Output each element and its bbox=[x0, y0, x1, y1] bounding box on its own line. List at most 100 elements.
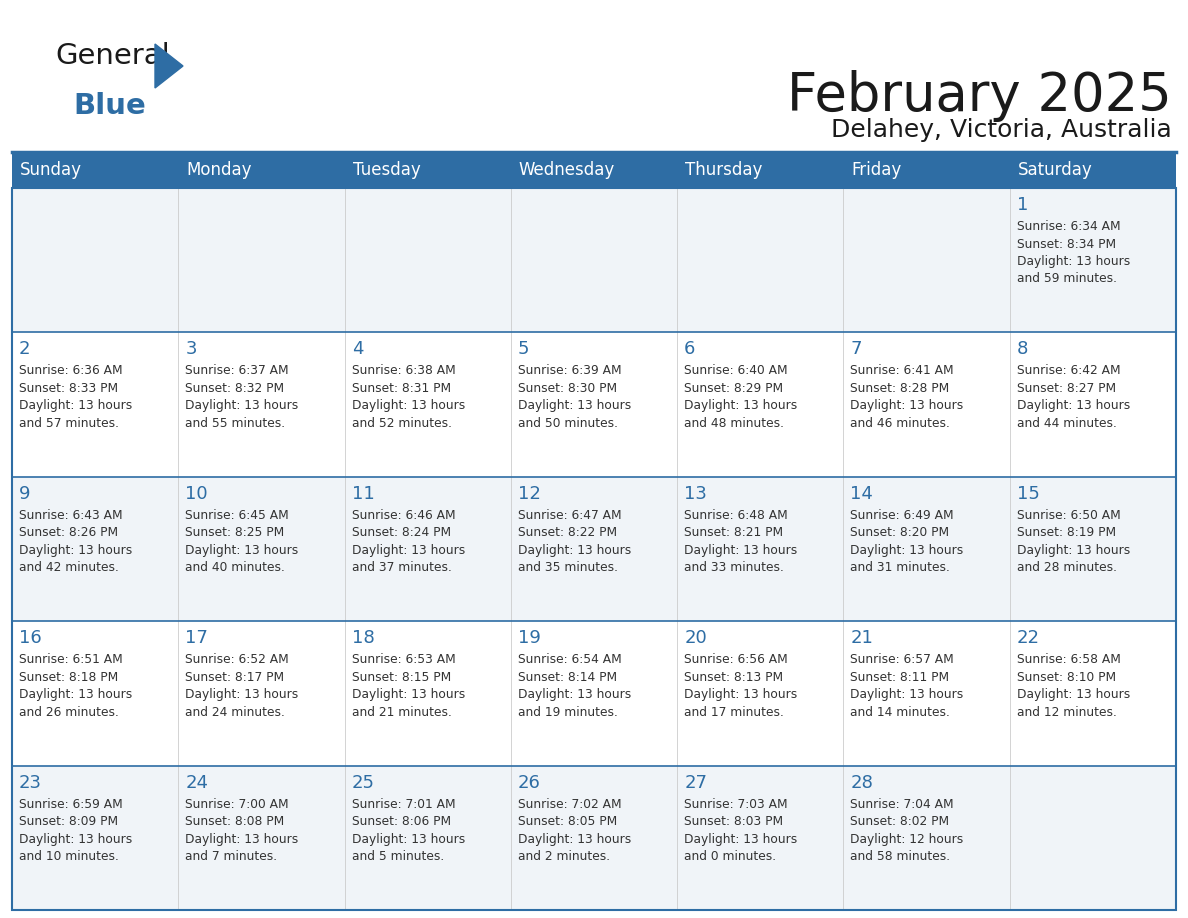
Text: General: General bbox=[55, 42, 170, 70]
Bar bbox=[511, 476, 677, 621]
Text: Sunrise: 6:34 AM: Sunrise: 6:34 AM bbox=[1017, 220, 1120, 233]
Text: 12: 12 bbox=[518, 485, 541, 503]
Text: Sunrise: 6:59 AM: Sunrise: 6:59 AM bbox=[19, 798, 122, 811]
Text: Sunset: 8:32 PM: Sunset: 8:32 PM bbox=[185, 382, 284, 395]
Bar bbox=[843, 621, 1010, 766]
Text: Daylight: 13 hours: Daylight: 13 hours bbox=[352, 543, 465, 557]
Text: Daylight: 13 hours: Daylight: 13 hours bbox=[19, 399, 132, 412]
Text: and 26 minutes.: and 26 minutes. bbox=[19, 706, 119, 719]
Text: Daylight: 13 hours: Daylight: 13 hours bbox=[185, 833, 298, 845]
Text: and 57 minutes.: and 57 minutes. bbox=[19, 417, 119, 430]
Text: Daylight: 13 hours: Daylight: 13 hours bbox=[518, 833, 631, 845]
Text: Friday: Friday bbox=[852, 161, 902, 179]
Text: Daylight: 13 hours: Daylight: 13 hours bbox=[684, 833, 797, 845]
Text: Sunset: 8:09 PM: Sunset: 8:09 PM bbox=[19, 815, 118, 828]
Bar bbox=[1010, 332, 1176, 476]
Text: and 37 minutes.: and 37 minutes. bbox=[352, 561, 451, 575]
Text: 1: 1 bbox=[1017, 196, 1028, 214]
Text: Sunrise: 6:37 AM: Sunrise: 6:37 AM bbox=[185, 364, 289, 377]
Text: Sunrise: 6:42 AM: Sunrise: 6:42 AM bbox=[1017, 364, 1120, 377]
Bar bbox=[178, 621, 345, 766]
Text: Sunset: 8:03 PM: Sunset: 8:03 PM bbox=[684, 815, 783, 828]
Text: Sunset: 8:21 PM: Sunset: 8:21 PM bbox=[684, 526, 783, 539]
Text: Sunrise: 7:02 AM: Sunrise: 7:02 AM bbox=[518, 798, 621, 811]
Bar bbox=[12, 152, 178, 188]
Bar bbox=[1010, 188, 1176, 332]
Text: Daylight: 13 hours: Daylight: 13 hours bbox=[1017, 255, 1130, 268]
Bar bbox=[511, 766, 677, 910]
Text: Daylight: 13 hours: Daylight: 13 hours bbox=[19, 688, 132, 701]
Text: Sunrise: 7:01 AM: Sunrise: 7:01 AM bbox=[352, 798, 455, 811]
Text: 7: 7 bbox=[851, 341, 862, 358]
Text: Daylight: 13 hours: Daylight: 13 hours bbox=[19, 543, 132, 557]
Text: Sunrise: 7:04 AM: Sunrise: 7:04 AM bbox=[851, 798, 954, 811]
Bar bbox=[843, 332, 1010, 476]
Bar bbox=[12, 332, 178, 476]
Bar bbox=[178, 188, 345, 332]
Text: 20: 20 bbox=[684, 629, 707, 647]
Bar bbox=[843, 476, 1010, 621]
Text: 19: 19 bbox=[518, 629, 541, 647]
Text: Daylight: 13 hours: Daylight: 13 hours bbox=[352, 688, 465, 701]
Text: 15: 15 bbox=[1017, 485, 1040, 503]
Text: Daylight: 13 hours: Daylight: 13 hours bbox=[518, 543, 631, 557]
Bar bbox=[677, 476, 843, 621]
Text: Sunset: 8:20 PM: Sunset: 8:20 PM bbox=[851, 526, 949, 539]
Text: Sunset: 8:02 PM: Sunset: 8:02 PM bbox=[851, 815, 949, 828]
Text: and 14 minutes.: and 14 minutes. bbox=[851, 706, 950, 719]
Text: and 48 minutes.: and 48 minutes. bbox=[684, 417, 784, 430]
Text: 26: 26 bbox=[518, 774, 541, 791]
Text: Monday: Monday bbox=[187, 161, 252, 179]
Text: 11: 11 bbox=[352, 485, 374, 503]
Text: Daylight: 13 hours: Daylight: 13 hours bbox=[851, 543, 963, 557]
Text: Sunrise: 6:47 AM: Sunrise: 6:47 AM bbox=[518, 509, 621, 521]
Bar bbox=[12, 188, 1176, 910]
Bar bbox=[345, 152, 511, 188]
Bar bbox=[511, 332, 677, 476]
Text: and 42 minutes.: and 42 minutes. bbox=[19, 561, 119, 575]
Text: Sunday: Sunday bbox=[20, 161, 82, 179]
Bar bbox=[511, 188, 677, 332]
Bar bbox=[677, 332, 843, 476]
Text: Sunrise: 6:38 AM: Sunrise: 6:38 AM bbox=[352, 364, 455, 377]
Text: Sunrise: 6:40 AM: Sunrise: 6:40 AM bbox=[684, 364, 788, 377]
Text: Wednesday: Wednesday bbox=[519, 161, 615, 179]
Bar bbox=[178, 766, 345, 910]
Text: and 58 minutes.: and 58 minutes. bbox=[851, 850, 950, 863]
Text: 17: 17 bbox=[185, 629, 208, 647]
Text: Sunset: 8:30 PM: Sunset: 8:30 PM bbox=[518, 382, 617, 395]
Bar bbox=[178, 152, 345, 188]
Text: 28: 28 bbox=[851, 774, 873, 791]
Text: 21: 21 bbox=[851, 629, 873, 647]
Text: Sunset: 8:15 PM: Sunset: 8:15 PM bbox=[352, 671, 450, 684]
Text: Sunset: 8:31 PM: Sunset: 8:31 PM bbox=[352, 382, 450, 395]
Text: Daylight: 13 hours: Daylight: 13 hours bbox=[185, 688, 298, 701]
Text: Daylight: 13 hours: Daylight: 13 hours bbox=[352, 399, 465, 412]
Bar bbox=[1010, 152, 1176, 188]
Text: 24: 24 bbox=[185, 774, 208, 791]
Text: Sunrise: 7:03 AM: Sunrise: 7:03 AM bbox=[684, 798, 788, 811]
Text: Daylight: 13 hours: Daylight: 13 hours bbox=[185, 543, 298, 557]
Text: Sunset: 8:22 PM: Sunset: 8:22 PM bbox=[518, 526, 617, 539]
Bar bbox=[511, 152, 677, 188]
Text: and 46 minutes.: and 46 minutes. bbox=[851, 417, 950, 430]
Text: Daylight: 12 hours: Daylight: 12 hours bbox=[851, 833, 963, 845]
Text: Sunrise: 6:39 AM: Sunrise: 6:39 AM bbox=[518, 364, 621, 377]
Text: Daylight: 13 hours: Daylight: 13 hours bbox=[352, 833, 465, 845]
Text: Daylight: 13 hours: Daylight: 13 hours bbox=[684, 543, 797, 557]
Text: Sunset: 8:24 PM: Sunset: 8:24 PM bbox=[352, 526, 450, 539]
Text: Sunset: 8:18 PM: Sunset: 8:18 PM bbox=[19, 671, 119, 684]
Text: Sunrise: 6:54 AM: Sunrise: 6:54 AM bbox=[518, 654, 621, 666]
Text: and 44 minutes.: and 44 minutes. bbox=[1017, 417, 1117, 430]
Polygon shape bbox=[154, 44, 183, 88]
Text: Sunrise: 6:57 AM: Sunrise: 6:57 AM bbox=[851, 654, 954, 666]
Text: Sunset: 8:34 PM: Sunset: 8:34 PM bbox=[1017, 238, 1116, 251]
Text: Sunset: 8:13 PM: Sunset: 8:13 PM bbox=[684, 671, 783, 684]
Text: 27: 27 bbox=[684, 774, 707, 791]
Text: Sunset: 8:10 PM: Sunset: 8:10 PM bbox=[1017, 671, 1116, 684]
Text: and 10 minutes.: and 10 minutes. bbox=[19, 850, 119, 863]
Text: Sunset: 8:29 PM: Sunset: 8:29 PM bbox=[684, 382, 783, 395]
Text: 13: 13 bbox=[684, 485, 707, 503]
Bar bbox=[12, 766, 178, 910]
Bar bbox=[677, 621, 843, 766]
